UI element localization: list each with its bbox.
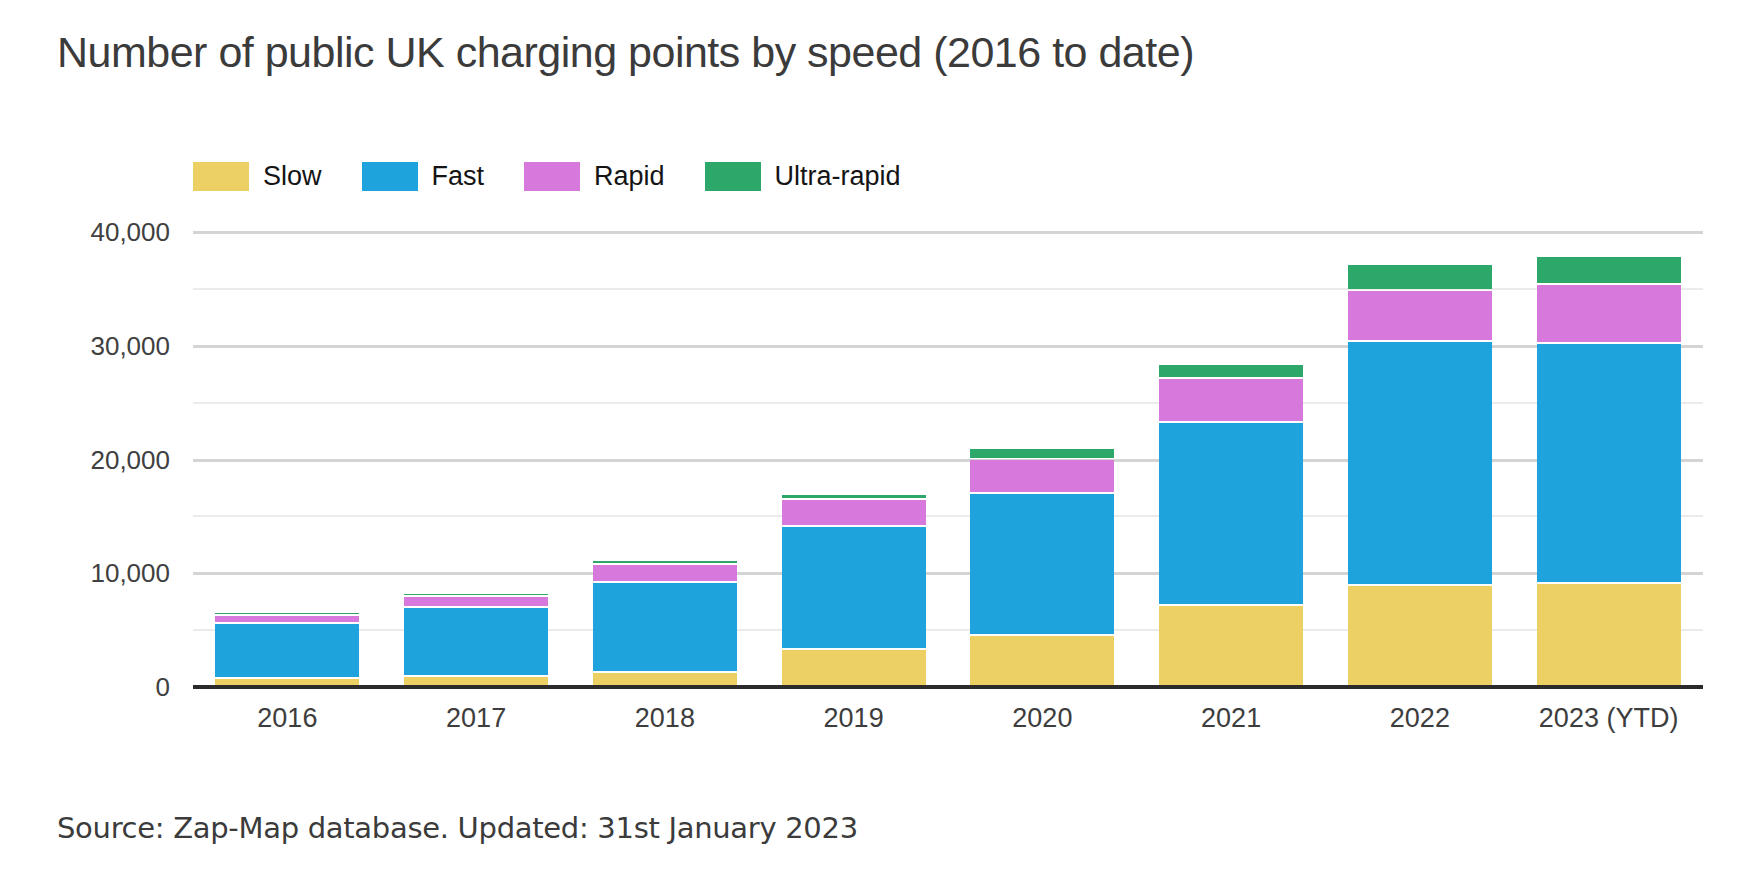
x-axis-line xyxy=(193,685,1703,689)
x-axis-label-2023-ytd: 2023 (YTD) xyxy=(1514,703,1703,733)
bar-segment-ultra-rapid-2022[interactable] xyxy=(1348,265,1492,289)
bar-segment-rapid-2016[interactable] xyxy=(215,616,359,623)
plot-area xyxy=(193,232,1703,687)
bar-2023-ytd xyxy=(1537,257,1681,687)
bar-segment-fast-2017[interactable] xyxy=(404,608,548,675)
x-axis-label-2019: 2019 xyxy=(759,703,948,733)
x-axis-label-2020: 2020 xyxy=(948,703,1137,733)
bar-segment-ultra-rapid-2023-ytd[interactable] xyxy=(1537,257,1681,283)
bar-segment-slow-2022[interactable] xyxy=(1348,586,1492,687)
y-axis-tick-label-0: 0 xyxy=(0,671,170,703)
bar-2017 xyxy=(404,594,548,687)
bar-2021 xyxy=(1159,365,1303,687)
y-axis-tick-label-30000: 30,000 xyxy=(0,330,170,362)
x-axis-label-2018: 2018 xyxy=(571,703,760,733)
bar-segment-fast-2016[interactable] xyxy=(215,624,359,677)
legend-swatch-ultra-rapid xyxy=(705,162,761,191)
legend: Slow Fast Rapid Ultra-rapid xyxy=(193,161,901,192)
legend-item-rapid[interactable]: Rapid xyxy=(524,161,665,192)
bar-segment-slow-2019[interactable] xyxy=(782,650,926,687)
legend-swatch-slow xyxy=(193,162,249,191)
source-note: Source: Zap-Map database. Updated: 31st … xyxy=(57,811,858,845)
legend-item-ultra-rapid[interactable]: Ultra-rapid xyxy=(705,161,901,192)
legend-swatch-rapid xyxy=(524,162,580,191)
bar-segment-fast-2019[interactable] xyxy=(782,527,926,648)
legend-label-fast: Fast xyxy=(432,161,485,192)
chart-title: Number of public UK charging points by s… xyxy=(57,28,1194,77)
bar-segment-fast-2018[interactable] xyxy=(593,583,737,671)
bar-segment-slow-2020[interactable] xyxy=(970,636,1114,687)
bar-segment-ultra-rapid-2020[interactable] xyxy=(970,449,1114,458)
bar-segment-rapid-2023-ytd[interactable] xyxy=(1537,285,1681,342)
bar-segment-ultra-rapid-2021[interactable] xyxy=(1159,365,1303,377)
legend-label-ultra-rapid: Ultra-rapid xyxy=(775,161,901,192)
chart: Number of public UK charging points by s… xyxy=(0,0,1756,874)
bar-segment-fast-2022[interactable] xyxy=(1348,342,1492,584)
bar-segment-fast-2021[interactable] xyxy=(1159,423,1303,604)
bar-segment-rapid-2018[interactable] xyxy=(593,565,737,581)
x-axis-label-2016: 2016 xyxy=(193,703,382,733)
y-axis-tick-label-10000: 10,000 xyxy=(0,557,170,589)
bar-segment-rapid-2019[interactable] xyxy=(782,500,926,526)
legend-item-fast[interactable]: Fast xyxy=(362,161,485,192)
bar-2019 xyxy=(782,495,926,687)
legend-label-rapid: Rapid xyxy=(594,161,665,192)
bar-segment-fast-2020[interactable] xyxy=(970,494,1114,635)
y-axis-tick-label-20000: 20,000 xyxy=(0,444,170,476)
bar-2016 xyxy=(215,613,359,687)
y-axis-tick-label-40000: 40,000 xyxy=(0,216,170,248)
bar-segment-rapid-2022[interactable] xyxy=(1348,291,1492,341)
bar-segment-fast-2023-ytd[interactable] xyxy=(1537,344,1681,582)
bar-segment-rapid-2021[interactable] xyxy=(1159,379,1303,421)
gridline-major-40000 xyxy=(193,231,1703,234)
bar-segment-ultra-rapid-2017[interactable] xyxy=(404,594,548,595)
bar-2020 xyxy=(970,449,1114,687)
legend-label-slow: Slow xyxy=(263,161,322,192)
legend-swatch-fast xyxy=(362,162,418,191)
bar-segment-slow-2021[interactable] xyxy=(1159,606,1303,687)
x-axis-label-2017: 2017 xyxy=(382,703,571,733)
legend-item-slow[interactable]: Slow xyxy=(193,161,322,192)
bar-segment-ultra-rapid-2016[interactable] xyxy=(215,613,359,614)
bar-segment-ultra-rapid-2018[interactable] xyxy=(593,561,737,563)
bar-2022 xyxy=(1348,265,1492,687)
bar-segment-rapid-2017[interactable] xyxy=(404,597,548,606)
bar-2018 xyxy=(593,561,737,687)
x-axis-label-2022: 2022 xyxy=(1326,703,1515,733)
bar-segment-ultra-rapid-2019[interactable] xyxy=(782,495,926,497)
bar-segment-rapid-2020[interactable] xyxy=(970,460,1114,492)
x-axis-label-2021: 2021 xyxy=(1137,703,1326,733)
bar-segment-slow-2023-ytd[interactable] xyxy=(1537,584,1681,687)
